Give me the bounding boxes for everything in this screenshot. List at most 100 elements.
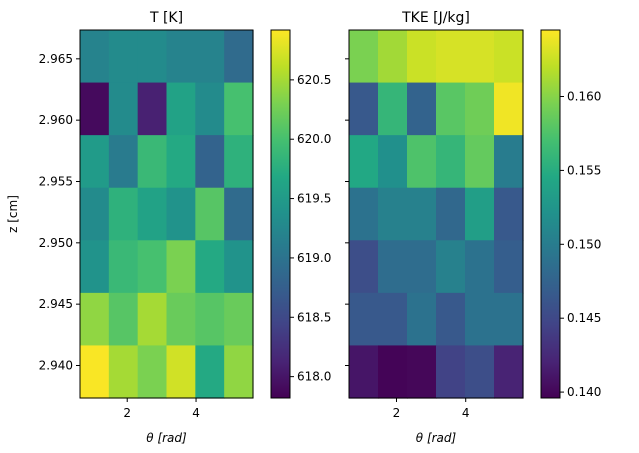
heatmap-cell [494, 187, 524, 241]
heatmap-cell [137, 345, 168, 399]
heatmap-cell [378, 292, 408, 347]
colorbar-ticks-tke: 0.140 0.145 0.150 0.155 0.160 [560, 90, 601, 399]
heatmap-cell [349, 30, 379, 84]
heatmap-cell [349, 82, 379, 136]
y-tick-label: 2.950 [39, 236, 73, 250]
heatmap-cell [195, 135, 225, 189]
heatmap-cell [378, 135, 408, 189]
heatmap-cell [436, 240, 466, 294]
colorbar-gradient-temperature [270, 29, 291, 399]
heatmap-cell [407, 187, 437, 241]
heatmap-cell [494, 30, 524, 84]
colorbar-tick-label: 618.5 [297, 310, 331, 324]
heatmap-cell [407, 240, 437, 294]
colorbar-tick-label: 0.140 [567, 385, 601, 399]
heatmap-cell [349, 292, 379, 347]
chart-title-temperature: T [K] [149, 10, 183, 26]
heatmap-cell [195, 187, 225, 241]
colorbar-tick-label: 619.5 [297, 192, 331, 206]
heatmap-cell [224, 30, 254, 84]
heatmap-cell [166, 187, 196, 241]
heatmap-cell [349, 135, 379, 189]
heatmap-cell [494, 82, 524, 136]
heatmap-cells-tke [349, 30, 524, 399]
colorbar-tke: 0.140 0.145 0.150 0.155 0.160 [540, 29, 601, 399]
heatmap-cell [224, 345, 254, 399]
y-tick-label: 2.965 [39, 52, 73, 66]
colorbar-tick-label: 0.155 [567, 163, 601, 177]
heatmap-cell [378, 240, 408, 294]
y-ticks-temperature: 2.940 2.945 2.950 2.955 2.960 2.965 [39, 52, 80, 372]
heatmap-cell [108, 240, 139, 294]
x-axis-label-tke: θ [rad] [416, 431, 457, 445]
heatmap-cell [378, 82, 408, 136]
heatmap-cell [137, 292, 168, 347]
heatmap-cell [195, 82, 225, 136]
heatmap-cell [349, 187, 379, 241]
heatmap-cell [80, 240, 110, 294]
y-tick-label: 2.960 [39, 113, 73, 127]
colorbar-temperature: 618.0 618.5 619.0 619.5 620.0 620.5 [270, 29, 331, 399]
heatmap-cell [465, 30, 495, 84]
x-tick-label: 4 [192, 406, 200, 420]
heatmap-cell [436, 135, 466, 189]
heatmap-cell [465, 345, 495, 399]
x-tick-label: 4 [462, 406, 470, 420]
heatmap-cell [224, 82, 254, 136]
heatmap-cell [224, 292, 254, 347]
heatmap-cell [137, 30, 168, 84]
heatmap-cell [436, 30, 466, 84]
heatmap-cell [407, 135, 437, 189]
x-axis-label-temperature: θ [rad] [146, 431, 187, 445]
x-tick-label: 2 [393, 406, 401, 420]
heatmap-cell [108, 135, 139, 189]
heatmap-cell [407, 345, 437, 399]
heatmap-cell [465, 135, 495, 189]
heatmap-cell [494, 135, 524, 189]
heatmap-cell [436, 187, 466, 241]
heatmap-cell [407, 30, 437, 84]
y-axis-label-temperature: z [cm] [6, 195, 20, 233]
heatmap-cell [80, 345, 110, 399]
heatmap-cell [108, 345, 139, 399]
colorbar-tick-label: 620.5 [297, 73, 331, 87]
heatmap-cell [108, 82, 139, 136]
heatmap-cell [137, 240, 168, 294]
colorbar-tick-label: 0.150 [567, 237, 601, 251]
heatmap-cell [378, 345, 408, 399]
heatmap-cell [349, 240, 379, 294]
heatmap-cell [224, 135, 254, 189]
colorbar-tick-label: 0.145 [567, 311, 601, 325]
heatmap-cell [349, 345, 379, 399]
y-tick-label: 2.940 [39, 358, 73, 372]
colorbar-gradient-tke [540, 29, 561, 399]
heatmap-cell [378, 187, 408, 241]
y-ticks-tke [345, 58, 349, 366]
heatmap-cell [465, 82, 495, 136]
heatmap-cell [224, 187, 254, 241]
heatmap-cell [166, 240, 196, 294]
colorbar-tick-label: 618.0 [297, 370, 331, 384]
heatmap-cell [80, 292, 110, 347]
heatmap-cell [465, 240, 495, 294]
chart-title-tke: TKE [J/kg] [401, 10, 470, 26]
heatmap-cell [494, 240, 524, 294]
colorbar-tick-label: 619.0 [297, 251, 331, 265]
heatmap-cell [436, 345, 466, 399]
heatmap-cell [166, 82, 196, 136]
colorbar-tick-label: 620.0 [297, 132, 331, 146]
heatmap-cell [166, 292, 196, 347]
heatmap-cell [465, 292, 495, 347]
heatmap-cell [80, 30, 110, 84]
y-tick-label: 2.945 [39, 297, 73, 311]
heatmap-cell [108, 30, 139, 84]
heatmap-cell [195, 240, 225, 294]
heatmap-cell [137, 135, 168, 189]
heatmap-cell [494, 292, 524, 347]
heatmap-cell [195, 345, 225, 399]
heatmap-cell [80, 135, 110, 189]
heatmap-cell [407, 82, 437, 136]
heatmap-cell [108, 187, 139, 241]
